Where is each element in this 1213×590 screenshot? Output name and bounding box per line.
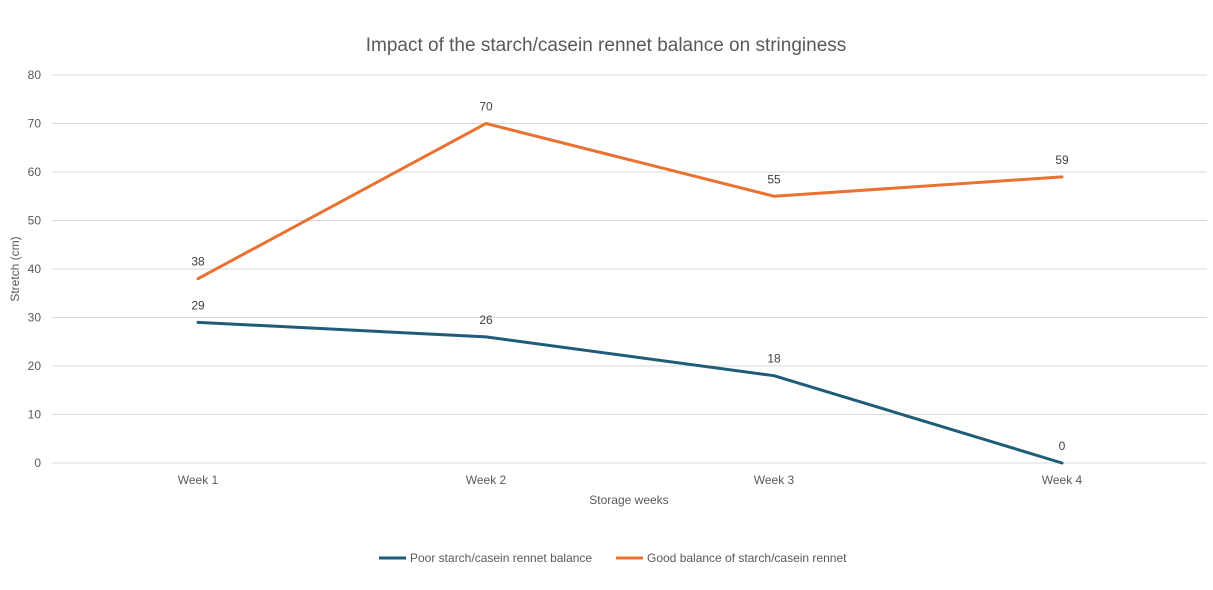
x-axis-title: Storage weeks [589,493,668,507]
data-label: 26 [479,313,493,327]
gridlines [52,74,1207,464]
data-label: 18 [767,352,781,366]
chart-title: Impact of the starch/casein rennet balan… [366,35,847,56]
y-tick-label: 40 [28,262,42,276]
y-tick-label: 0 [34,456,41,470]
y-tick-label: 50 [28,214,42,228]
y-tick-label: 10 [28,408,42,422]
x-tick-label: Week 1 [178,473,219,487]
legend: Poor starch/casein rennet balance Good ba… [379,551,847,565]
legend-label: Poor starch/casein rennet balance [410,551,592,565]
data-label: 59 [1055,153,1069,167]
series-line-2 [196,122,1064,281]
data-label: 55 [767,172,781,186]
x-tick-label: Week 3 [754,473,795,487]
y-tick-label: 60 [28,165,42,179]
y-axis-title: Stretch (cm) [8,236,22,301]
x-tick-label: Week 2 [466,473,507,487]
y-tick-label: 30 [28,311,42,325]
data-label: 0 [1059,439,1066,453]
x-axis-ticks: Week 1 Week 2 Week 3 Week 4 [178,473,1083,487]
legend-label: Good balance of starch/casein rennet [647,551,847,565]
data-label: 38 [191,255,205,269]
data-label: 70 [479,100,493,114]
data-labels: 29 26 18 0 38 70 55 59 [191,100,1069,454]
y-axis-ticks: 0 10 20 30 40 50 60 70 80 [28,68,42,470]
series-line-1 [196,320,1064,465]
series-lines [196,122,1064,465]
y-tick-label: 70 [28,117,42,131]
data-label: 29 [191,298,205,312]
y-tick-label: 20 [28,359,42,373]
x-tick-label: Week 4 [1042,473,1083,487]
y-tick-label: 80 [28,68,42,82]
